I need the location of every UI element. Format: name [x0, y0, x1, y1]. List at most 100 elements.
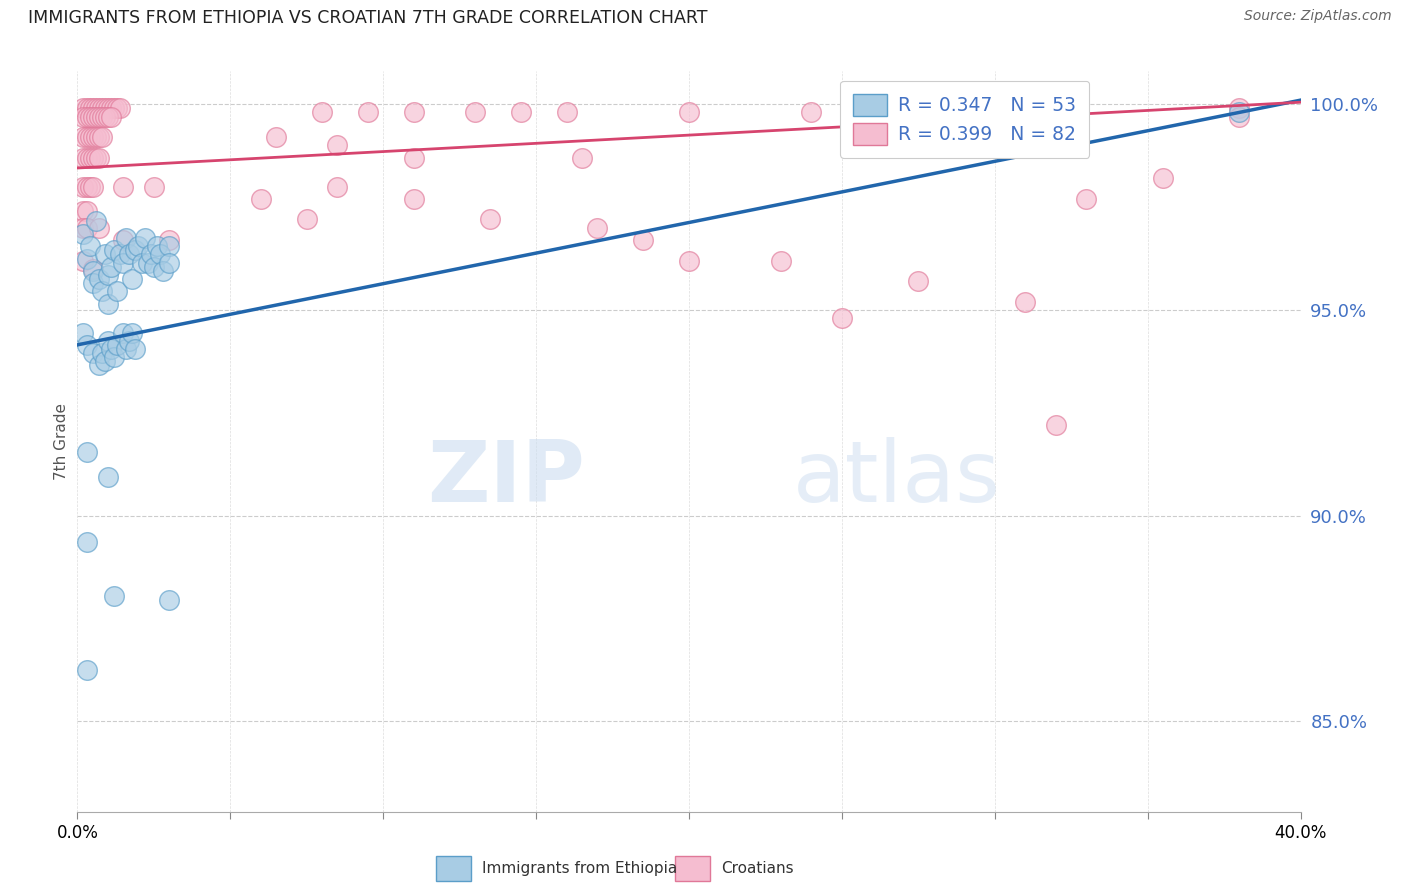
Point [72, 151, 94, 165]
Point [103, 101, 125, 115]
Point [97, 469, 120, 483]
Point [84, 151, 107, 165]
Text: Croatians: Croatians [721, 862, 794, 876]
Point [1229, 110, 1251, 124]
Point [76, 151, 98, 165]
Point [124, 244, 146, 258]
Y-axis label: 7th Grade: 7th Grade [53, 403, 69, 480]
Point [136, 255, 159, 269]
Point [326, 138, 349, 153]
Point [94, 101, 117, 115]
Text: Immigrants from Ethiopia: Immigrants from Ethiopia [482, 862, 678, 876]
Point [76, 204, 98, 219]
Point [72, 204, 94, 219]
Point [84, 101, 107, 115]
Point [76, 110, 98, 124]
Point [90, 101, 112, 115]
Point [139, 247, 162, 261]
Point [84, 130, 107, 145]
Point [82, 101, 104, 115]
Point [142, 260, 165, 274]
Point [100, 260, 122, 274]
Point [79, 151, 101, 165]
Point [479, 212, 502, 227]
Point [142, 179, 165, 194]
Point [87, 101, 110, 115]
Point [100, 101, 122, 115]
Text: ZIP: ZIP [427, 437, 585, 520]
Point [79, 101, 101, 115]
Point [509, 105, 531, 120]
Point [1076, 192, 1098, 206]
Point [295, 212, 318, 227]
Point [152, 264, 174, 278]
Point [87, 220, 110, 235]
Point [311, 105, 333, 120]
Point [402, 151, 425, 165]
Point [105, 338, 128, 352]
Point [121, 272, 143, 286]
Point [79, 130, 101, 145]
Point [76, 130, 98, 145]
Point [100, 110, 122, 124]
Point [127, 239, 149, 253]
Point [464, 105, 486, 120]
Point [907, 274, 929, 288]
Point [326, 179, 349, 194]
Point [157, 593, 180, 607]
Point [94, 110, 117, 124]
Point [72, 220, 94, 235]
Point [1045, 418, 1067, 433]
Text: Source: ZipAtlas.com: Source: ZipAtlas.com [1244, 9, 1392, 23]
Point [108, 101, 131, 115]
Point [82, 179, 104, 194]
Point [97, 334, 120, 348]
Point [72, 253, 94, 268]
Point [571, 151, 593, 165]
Point [678, 253, 700, 268]
Point [1229, 101, 1251, 115]
Point [76, 445, 98, 459]
Point [87, 130, 110, 145]
Point [357, 105, 380, 120]
Point [82, 151, 104, 165]
Point [134, 231, 156, 245]
Point [103, 350, 125, 364]
Point [149, 247, 172, 261]
Point [555, 105, 578, 120]
Point [87, 151, 110, 165]
Point [72, 110, 94, 124]
Point [118, 334, 141, 348]
Point [115, 342, 138, 356]
Point [402, 192, 425, 206]
Point [100, 342, 122, 356]
Point [76, 252, 98, 266]
Point [90, 346, 112, 360]
Point [97, 297, 120, 311]
Point [108, 247, 131, 261]
Point [90, 130, 112, 145]
Text: IMMIGRANTS FROM ETHIOPIA VS CROATIAN 7TH GRADE CORRELATION CHART: IMMIGRANTS FROM ETHIOPIA VS CROATIAN 7TH… [28, 9, 707, 27]
Point [157, 239, 180, 253]
Point [800, 105, 823, 120]
Point [76, 220, 98, 235]
Point [124, 342, 146, 356]
Point [157, 233, 180, 247]
Point [907, 105, 929, 120]
Point [82, 130, 104, 145]
Point [79, 179, 101, 194]
Point [112, 179, 135, 194]
Point [631, 233, 654, 247]
Point [90, 285, 112, 299]
Point [97, 101, 120, 115]
Point [105, 101, 128, 115]
Point [121, 326, 143, 340]
Bar [675, 856, 710, 881]
Point [103, 589, 125, 603]
Point [82, 276, 104, 290]
Point [112, 326, 135, 340]
Point [250, 192, 273, 206]
Point [72, 227, 94, 241]
Point [112, 233, 135, 247]
Point [831, 311, 853, 326]
